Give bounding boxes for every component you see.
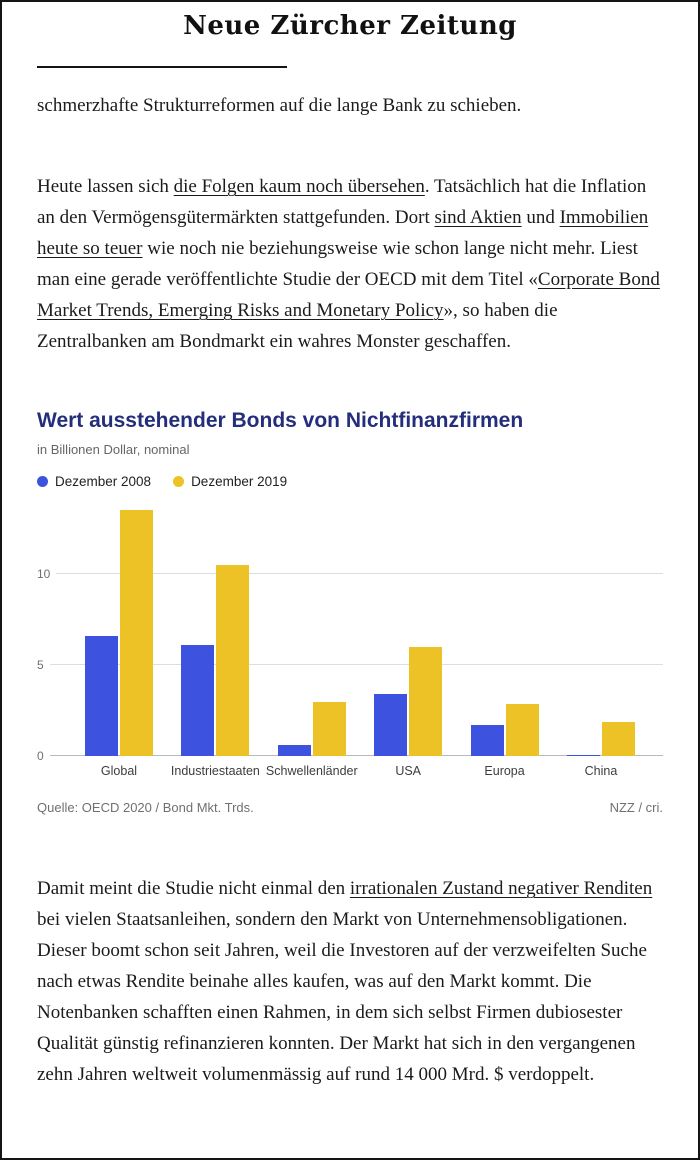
bar-group-industriestaaten — [181, 501, 250, 757]
gridline — [37, 573, 663, 575]
chart-source-left: Quelle: OECD 2020 / Bond Mkt. Trds. — [37, 800, 254, 816]
bar-europa-dezember-2008 — [470, 725, 504, 757]
x-label-usa: USA — [395, 764, 422, 779]
bar-global-dezember-2019 — [120, 510, 153, 757]
bar-china-dezember-2008 — [566, 754, 600, 757]
text-segment: schmerzhafte Strukturreformen auf die la… — [37, 95, 522, 117]
bar-group-china — [566, 501, 635, 757]
legend-dot — [37, 476, 48, 488]
inline-link[interactable]: sind Aktien — [434, 207, 522, 229]
x-label-global: Global — [100, 764, 138, 779]
text-segment: », so haben die Zentralbanken am Bondmar… — [37, 300, 558, 353]
legend-item-dezember-2008: Dezember 2008 — [37, 474, 151, 489]
inline-link[interactable]: die Folgen kaum noch übersehen — [173, 176, 425, 198]
x-label-industriestaaten: Industriestaaten — [170, 764, 260, 779]
gridline — [37, 755, 663, 757]
text-segment: und — [521, 207, 560, 229]
y-tick-label: 0 — [37, 750, 50, 763]
chart-legend: Dezember 2008 Dezember 2019 — [37, 474, 663, 489]
y-tick-label: 5 — [37, 659, 50, 672]
article-body: schmerzhafte Strukturreformen auf die la… — [2, 90, 698, 357]
inline-link[interactable]: Immobilien heute so teuer — [37, 207, 649, 260]
bar-usa-dezember-2019 — [409, 647, 443, 757]
bar-group-europa — [470, 501, 539, 757]
text-segment: . Tatsächlich hat die Inflation an den V… — [37, 176, 647, 229]
paragraph: Heute lassen sich die Folgen kaum noch ü… — [37, 171, 663, 357]
chart-block: Wert ausstehender Bonds von Nichtfinanzf… — [2, 409, 698, 815]
x-axis-labels: Global Industriestaaten Schwellenländer USA… — [37, 764, 663, 778]
x-label-schwellenländer: Schwellenländer — [265, 764, 358, 779]
bar-group-usa — [374, 501, 443, 757]
bar-global-dezember-2008 — [85, 636, 118, 757]
chart-plot: 0 5 10 — [37, 501, 663, 763]
paragraph: schmerzhafte Strukturreformen auf die la… — [37, 90, 663, 121]
paragraph: Damit meint die Studie nicht einmal den … — [37, 873, 663, 1090]
chart-title: Wert ausstehender Bonds von Nichtfinanzf… — [37, 409, 524, 433]
legend-item-dezember-2019: Dezember 2019 — [173, 474, 287, 489]
y-tick-label: 10 — [37, 568, 57, 581]
bar-industriestaaten-dezember-2019 — [216, 565, 250, 757]
article-body-continued: Damit meint die Studie nicht einmal den … — [2, 873, 698, 1090]
bar-group-schwellenländer — [277, 501, 346, 757]
x-label-china: China — [584, 764, 618, 779]
inline-link[interactable]: irrationalen Zustand negativer Renditen — [349, 878, 653, 900]
bar-china-dezember-2019 — [601, 721, 635, 757]
inline-link[interactable]: Corporate Bond Market Trends, Emerging R… — [37, 269, 660, 322]
bar-schwellenländer-dezember-2008 — [277, 745, 311, 757]
text-segment: wie noch nie beziehungsweise wie schon l… — [37, 238, 638, 291]
chart-subtitle: in Billionen Dollar, nominal — [37, 442, 190, 458]
legend-label: Dezember 2008 — [55, 474, 152, 490]
bar-europa-dezember-2019 — [505, 703, 539, 757]
bar-industriestaaten-dezember-2008 — [181, 645, 215, 757]
gridline — [37, 664, 663, 666]
text-segment: Damit meint die Studie nicht einmal den — [37, 878, 350, 900]
bar-group-global — [85, 501, 153, 757]
chart-source-row: Quelle: OECD 2020 / Bond Mkt. Trds. NZZ … — [37, 800, 663, 815]
chart-source-right: NZZ / cri. — [609, 800, 663, 816]
section-divider — [37, 66, 287, 69]
nzz-masthead-logo[interactable]: Neue Zürcher Zeitung — [183, 11, 517, 41]
bar-usa-dezember-2008 — [374, 694, 408, 757]
legend-label: Dezember 2019 — [191, 474, 288, 490]
text-segment: bei vielen Staatsanleihen, sondern den M… — [37, 909, 647, 1086]
bar-schwellenländer-dezember-2019 — [312, 701, 346, 757]
text-segment: Heute lassen sich — [37, 176, 174, 198]
legend-dot — [173, 476, 185, 488]
bar-groups — [37, 501, 663, 757]
x-label-europa: Europa — [484, 764, 525, 779]
